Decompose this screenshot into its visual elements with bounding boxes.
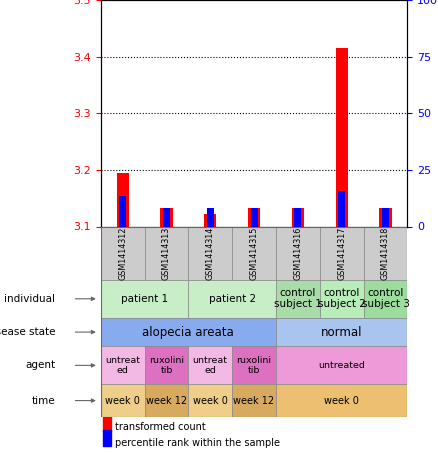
Bar [188,280,276,318]
Bar [232,347,276,385]
Text: untreat
ed: untreat ed [105,356,140,375]
Text: patient 1: patient 1 [121,294,168,304]
Text: GSM1414317: GSM1414317 [337,226,346,280]
Bar [232,226,276,280]
Text: alopecia areata: alopecia areata [142,326,234,338]
Bar [292,208,304,226]
Bar [364,226,407,280]
Bar [276,280,320,318]
Text: week 0: week 0 [105,395,140,405]
Bar [103,430,111,447]
Bar [294,208,301,226]
Bar [276,318,407,347]
Bar [204,214,216,226]
Bar [101,280,188,318]
Text: GSM1414315: GSM1414315 [250,226,258,280]
Text: GSM1414312: GSM1414312 [118,226,127,280]
Text: transformed count: transformed count [115,422,206,432]
Bar [145,226,188,280]
Bar [276,226,320,280]
Text: untreat
ed: untreat ed [193,356,228,375]
Text: control
subject 1: control subject 1 [274,289,322,309]
Text: normal: normal [321,326,362,338]
Bar [251,208,258,226]
Bar [276,385,407,417]
Bar [248,208,260,226]
Bar [101,226,145,280]
Text: time: time [32,395,56,405]
Bar [207,208,214,226]
Text: GSM1414313: GSM1414313 [162,226,171,280]
Bar [320,280,364,318]
Text: week 0: week 0 [324,395,359,405]
Text: week 12: week 12 [233,395,275,405]
Bar [364,280,407,318]
Text: percentile rank within the sample: percentile rank within the sample [115,438,280,448]
Text: ruxolini
tib: ruxolini tib [149,356,184,375]
Bar [188,385,232,417]
Bar [103,414,111,430]
Text: GSM1414314: GSM1414314 [206,226,215,280]
Bar [338,191,345,226]
Bar [382,208,389,226]
Text: ruxolini
tib: ruxolini tib [237,356,272,375]
Bar [101,318,276,347]
Text: week 12: week 12 [146,395,187,405]
Bar [188,226,232,280]
Text: agent: agent [25,361,56,371]
Bar [232,385,276,417]
Bar [117,173,129,226]
Bar [101,347,145,385]
Bar [145,347,188,385]
Text: week 0: week 0 [193,395,228,405]
Bar [145,385,188,417]
Text: GSM1414318: GSM1414318 [381,226,390,280]
Bar [163,208,170,226]
Bar [379,208,392,226]
Bar [276,347,407,385]
Text: control
subject 2: control subject 2 [318,289,366,309]
Bar [101,385,145,417]
Text: patient 2: patient 2 [208,294,256,304]
Bar [119,197,126,226]
Text: untreated: untreated [318,361,365,370]
Bar [188,347,232,385]
Text: GSM1414316: GSM1414316 [293,226,302,280]
Bar [160,208,173,226]
Bar [320,226,364,280]
Text: individual: individual [4,294,56,304]
Text: control
subject 3: control subject 3 [361,289,410,309]
Bar [336,48,348,226]
Text: disease state: disease state [0,327,56,337]
